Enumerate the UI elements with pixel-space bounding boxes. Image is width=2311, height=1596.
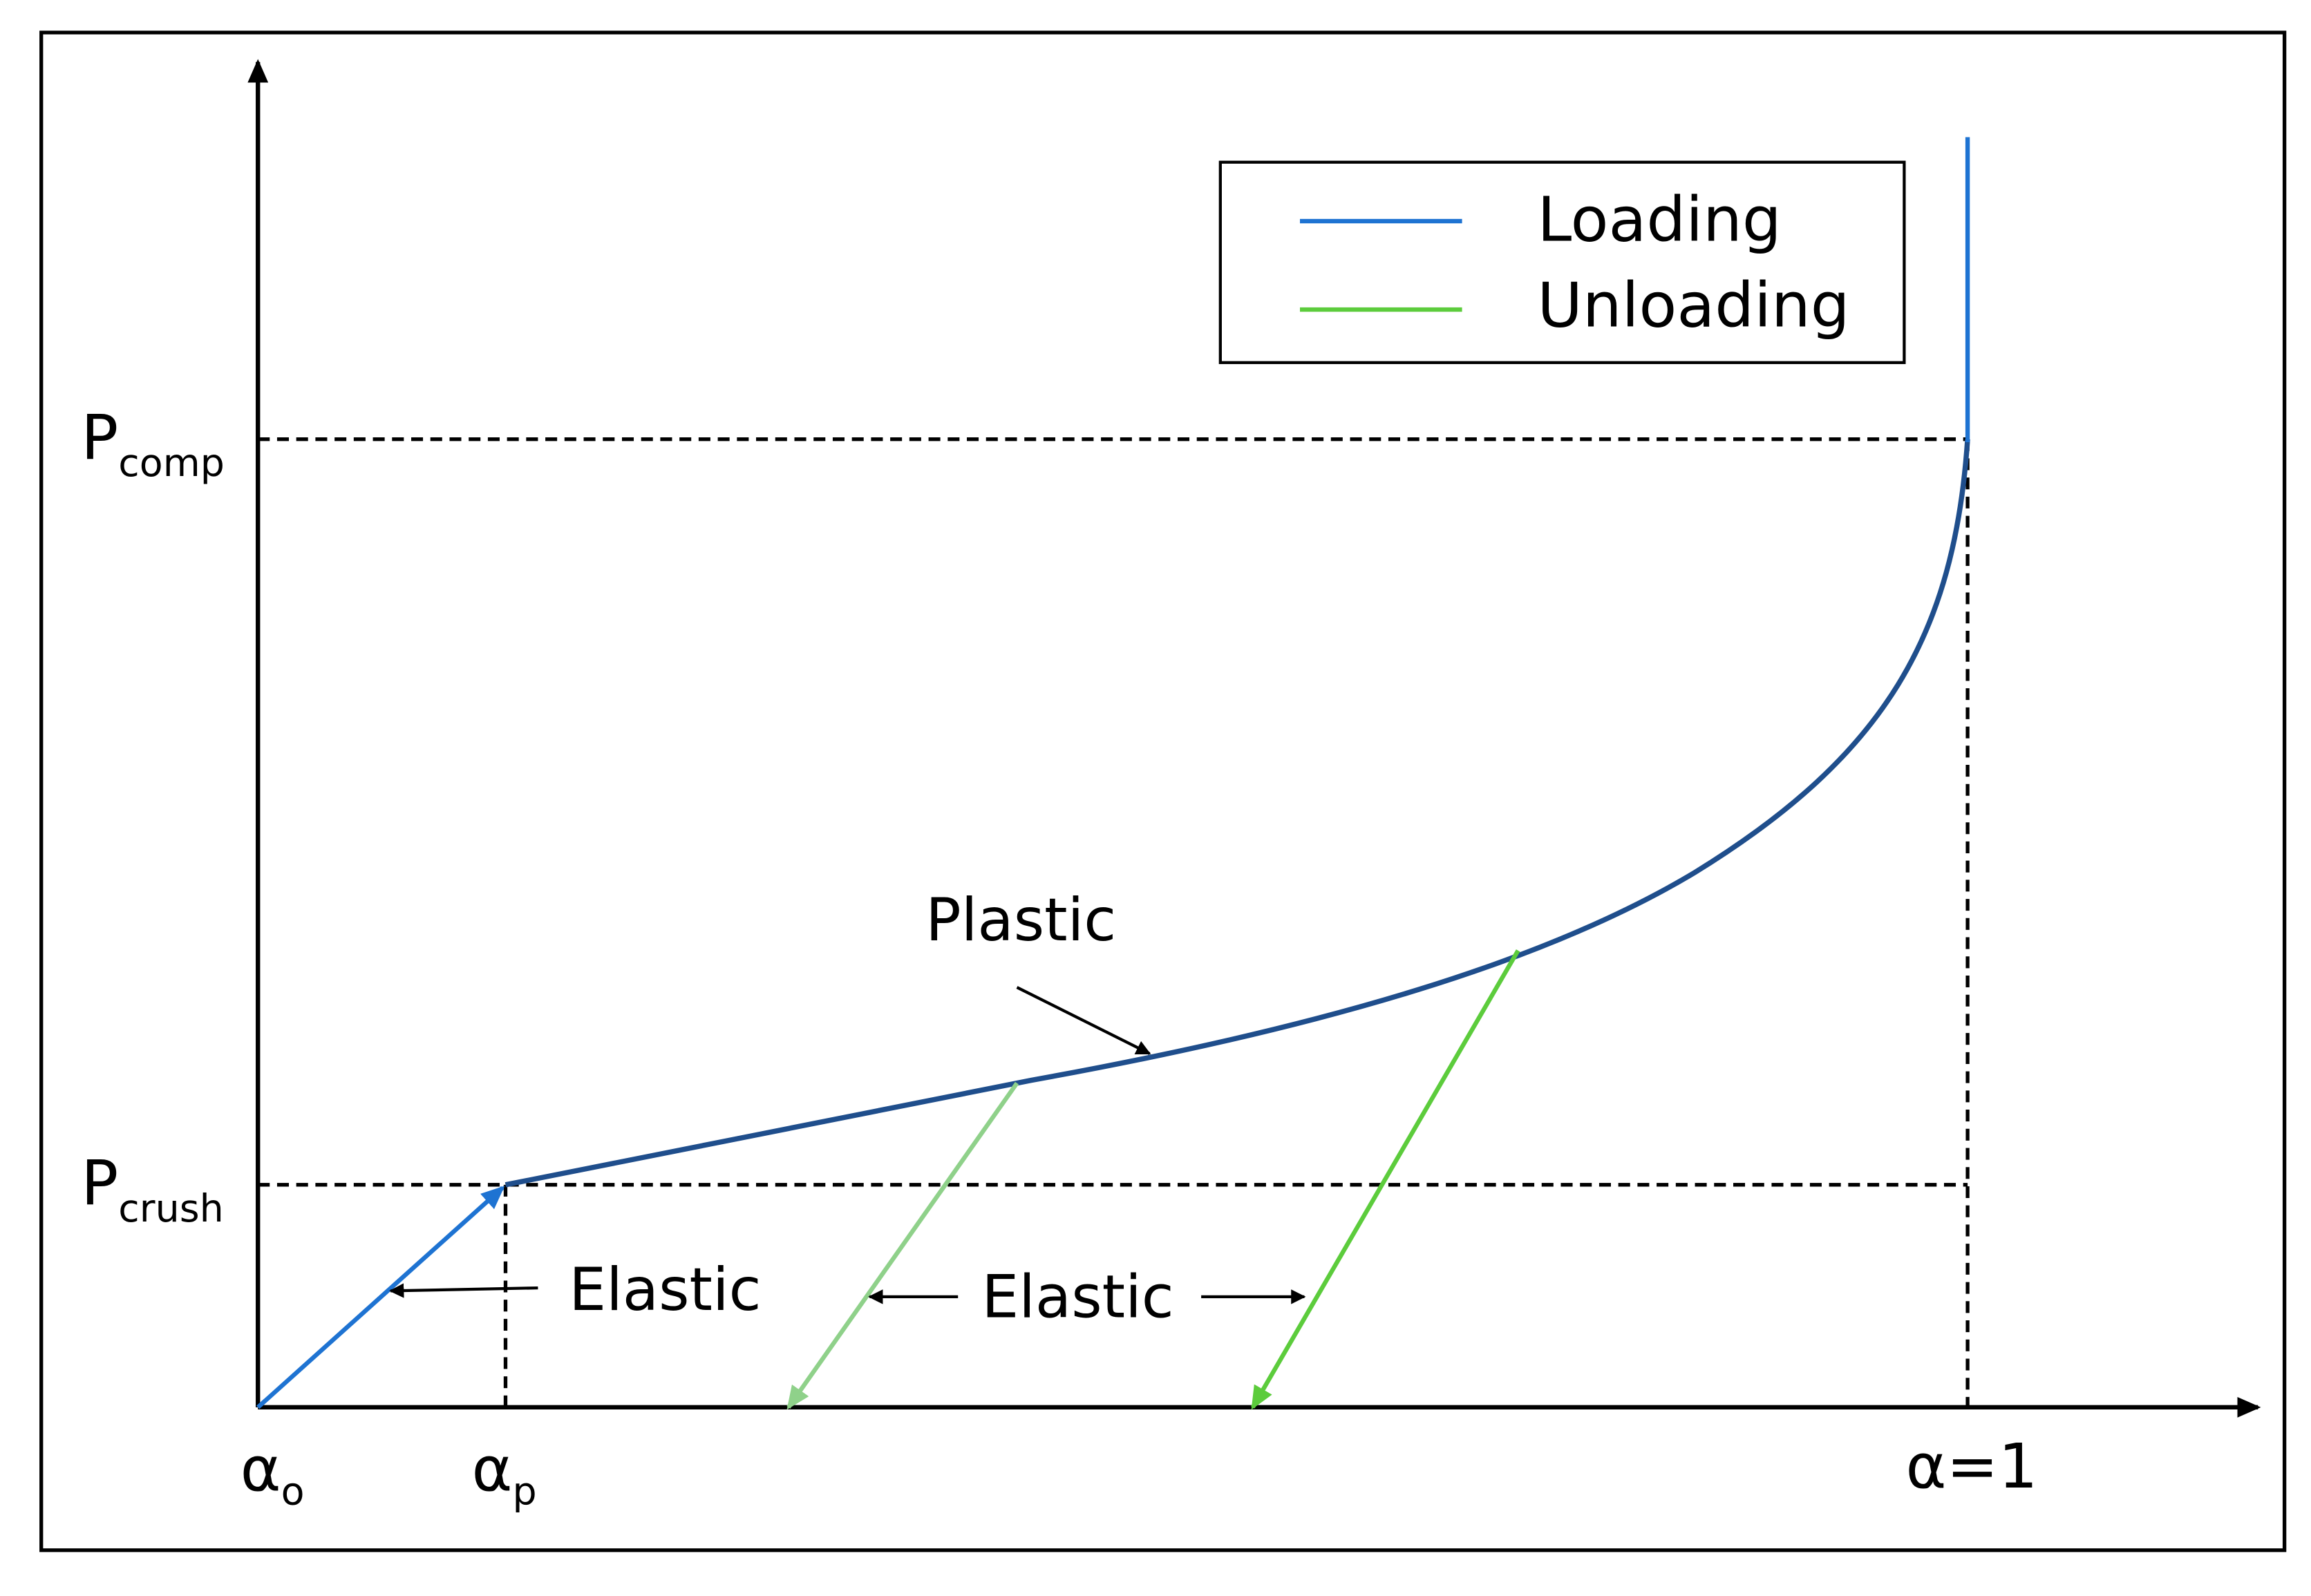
legend-label: Unloading — [1537, 269, 1849, 341]
x-label: α=1 — [1906, 1431, 2038, 1503]
y-label: Pcomp — [81, 402, 225, 486]
legend-box — [1218, 160, 1906, 364]
y-label-sub: comp — [118, 441, 225, 486]
x-label-main: α — [471, 1434, 512, 1505]
plastic-curve — [504, 439, 1970, 1188]
x-label-main: α — [240, 1434, 281, 1505]
annotation-arrow — [389, 1283, 538, 1298]
frame — [39, 30, 2287, 1552]
y-label-sub: crush — [118, 1187, 223, 1231]
x-label: αp — [471, 1434, 536, 1514]
annotation: Elastic — [981, 1264, 1173, 1332]
annotation: Plastic — [925, 886, 1116, 955]
unloading-line — [1250, 949, 1520, 1410]
legend: Loading Unloading — [1218, 160, 1906, 364]
unloading-line — [786, 1081, 1019, 1410]
x-label: αo — [240, 1434, 305, 1514]
x-label-sub: o — [281, 1470, 305, 1514]
x-label-sub: p — [512, 1470, 536, 1514]
legend-label: Loading — [1537, 184, 1781, 256]
y-label: Pcrush — [81, 1148, 223, 1231]
y-label-main: P — [81, 402, 118, 474]
loading-line — [256, 1186, 505, 1409]
annotation-arrow — [1016, 986, 1151, 1055]
annotation: Elastic — [569, 1256, 761, 1324]
y-label-main: P — [81, 1148, 118, 1219]
